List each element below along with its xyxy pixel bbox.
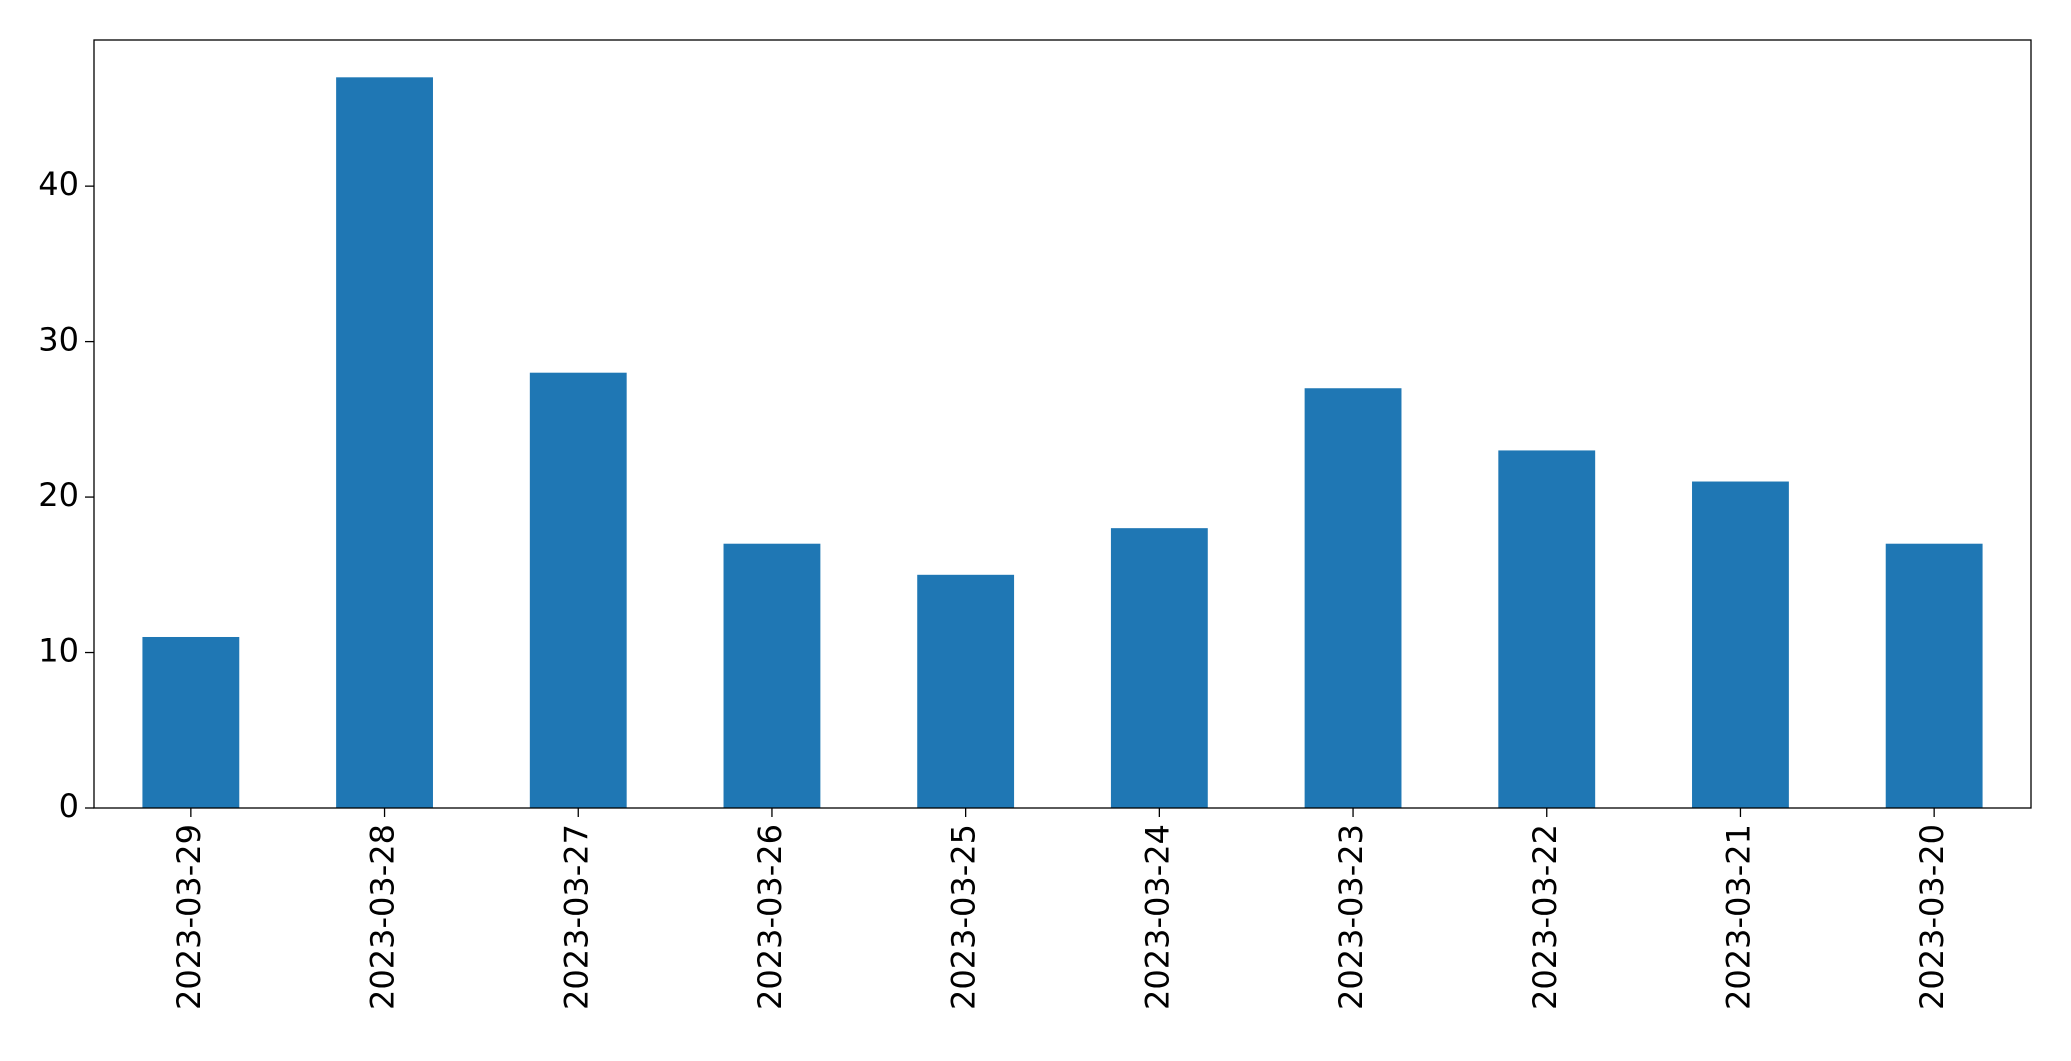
bar [529,372,627,808]
y-tick-label: 10 [38,632,79,670]
plot-frame [93,39,2032,809]
bar [1692,481,1789,808]
x-tick-label: 2023-03-20 [1913,824,1951,1010]
y-tick-label: 30 [38,321,79,359]
bar [1110,528,1208,808]
bar [1885,543,1983,808]
x-tick-label: 2023-03-25 [945,824,983,1010]
y-tick-label: 0 [59,787,79,825]
bar [1498,450,1596,808]
x-tick-label: 2023-03-29 [170,824,208,1010]
x-tick-label: 2023-03-26 [751,824,789,1010]
x-tick-label: 2023-03-24 [1138,824,1176,1010]
bar [1304,388,1402,808]
bar [336,77,433,808]
y-tick-label: 20 [38,476,79,514]
bar [723,543,821,808]
x-tick-label: 2023-03-22 [1526,824,1564,1010]
y-tick-label: 40 [38,165,79,203]
x-tick-label: 2023-03-27 [557,824,595,1010]
x-tick-label: 2023-03-21 [1719,824,1757,1010]
bar [142,636,240,808]
bar [917,574,1015,808]
x-tick-label: 2023-03-23 [1332,824,1370,1010]
x-tick-label: 2023-03-28 [364,824,402,1010]
